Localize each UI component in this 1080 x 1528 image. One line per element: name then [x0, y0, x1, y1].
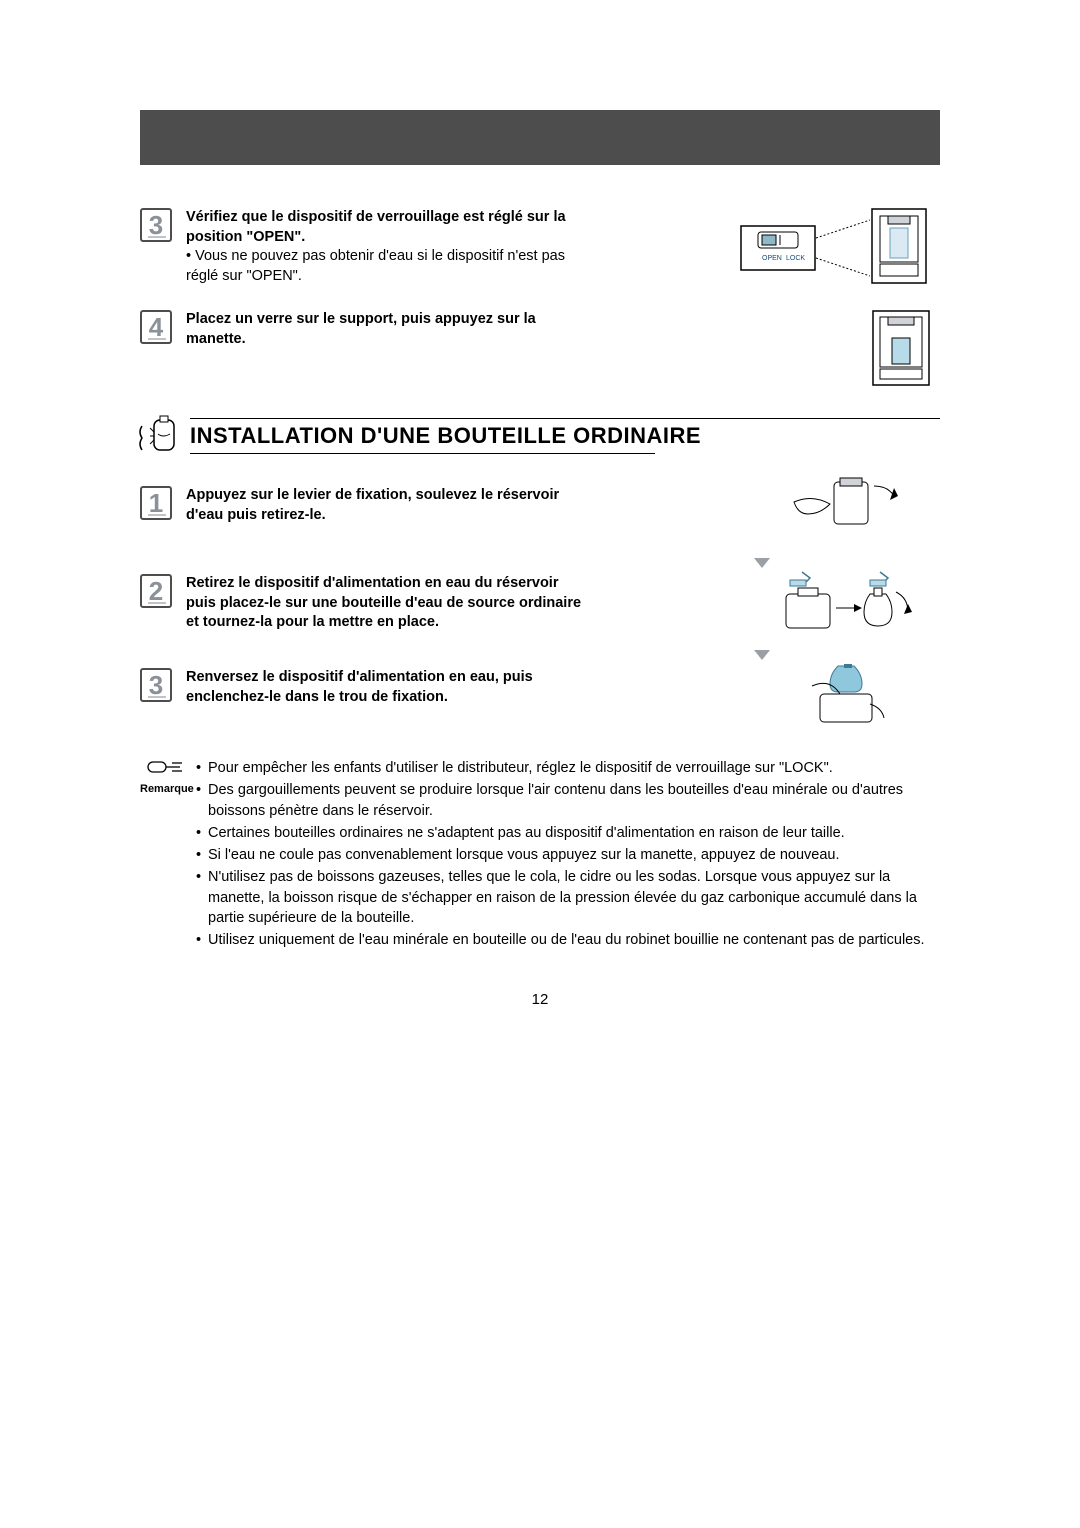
step-title: Renversez le dispositif d'alimentation e… [186, 668, 586, 707]
header-bar [140, 110, 940, 165]
step-text: Appuyez sur le levier de fixation, soule… [186, 486, 586, 525]
step-number-badge: 3 [140, 668, 172, 702]
step3-illustration: OPEN LOCK [740, 208, 940, 291]
remark-label: Remarque [140, 783, 192, 795]
lock-label: LOCK [786, 255, 805, 262]
page-number: 12 [0, 991, 1080, 1008]
bottle-step1-illustration [790, 476, 900, 541]
step-title: Placez un verre sur le support, puis app… [186, 310, 586, 349]
bottle-install-icon [136, 414, 184, 467]
remark-list: Pour empêcher les enfants d'utiliser le … [196, 758, 940, 953]
remark-item: Certaines bouteilles ordinaires ne s'ada… [196, 823, 940, 843]
step-text: Placez un verre sur le support, puis app… [186, 310, 586, 349]
remark-icon-column: Remarque [140, 758, 192, 795]
down-arrow-icon [752, 644, 772, 666]
note-icon [146, 758, 186, 776]
step-detail: • Vous ne pouvez pas obtenir d'eau si le… [186, 247, 586, 286]
step-number-badge: 3 [140, 208, 172, 242]
remark-item: Utilisez uniquement de l'eau minérale en… [196, 930, 940, 950]
remark-item: Des gargouillements peuvent se produire … [196, 780, 940, 821]
step-text: Retirez le dispositif d'alimentation en … [186, 574, 586, 633]
step-number-badge: 2 [140, 574, 172, 608]
down-arrow-icon [752, 552, 772, 574]
bottle-step3-illustration [810, 664, 890, 735]
step-title: Vérifiez que le dispositif de verrouilla… [186, 208, 586, 247]
step-text: Vérifiez que le dispositif de verrouilla… [186, 208, 586, 286]
bottle-step2-illustration [784, 570, 914, 641]
open-label: OPEN [762, 255, 782, 262]
step-title: Appuyez sur le levier de fixation, soule… [186, 486, 586, 525]
step-number-badge: 4 [140, 310, 172, 344]
remark-item: N'utilisez pas de boissons gazeuses, tel… [196, 867, 940, 928]
manual-page: 3 Vérifiez que le dispositif de verrouil… [0, 0, 1080, 1528]
lock-switch-diagram: OPEN LOCK [740, 208, 940, 286]
section-title: INSTALLATION D'UNE BOUTEILLE ORDINAIRE [190, 419, 940, 453]
glass-dispenser-diagram [872, 310, 930, 386]
step-number-badge: 1 [140, 486, 172, 520]
remark-item: Pour empêcher les enfants d'utiliser le … [196, 758, 940, 778]
section-rule [190, 453, 655, 454]
step-text: Renversez le dispositif d'alimentation e… [186, 668, 586, 707]
remark-item: Si l'eau ne coule pas convenablement lor… [196, 845, 940, 865]
step-title: Retirez le dispositif d'alimentation en … [186, 574, 586, 633]
step4-illustration [872, 310, 930, 391]
